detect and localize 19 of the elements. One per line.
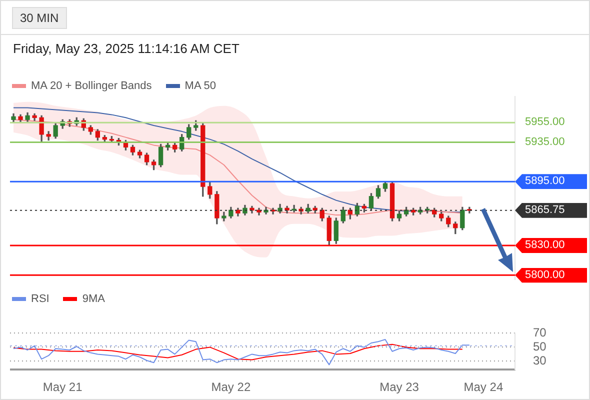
ref-line-label: 5895.00 [515, 174, 587, 190]
x-tick-label: May 23 [380, 380, 420, 394]
legend-label: RSI [30, 293, 50, 305]
x-tick-label: May 24 [464, 380, 504, 394]
legend-label: MA 50 [184, 80, 216, 92]
x-tick-label: May 21 [42, 380, 83, 394]
chart-subtitle: 30 MIN [12, 7, 67, 29]
ref-line-label: 5865.75 [515, 202, 587, 218]
y-tick-label: 30 [533, 354, 547, 368]
y-tick-label: 70 [533, 326, 547, 340]
y-tick-label: 50 [533, 340, 547, 354]
text: Friday, May 23, 2025 11:14:16 AM CET [13, 41, 240, 56]
legend-label: 9MA [81, 293, 105, 305]
ref-line-label: 5830.00 [515, 238, 587, 254]
ref-line-label: 5935.00 [524, 134, 566, 150]
ref-line-label: 5955.00 [524, 115, 566, 130]
ref-line-label: 5800.00 [515, 268, 587, 283]
x-tick-label: May 22 [211, 380, 251, 394]
legend-label: MA 20 + Bollinger Bands [30, 80, 152, 92]
